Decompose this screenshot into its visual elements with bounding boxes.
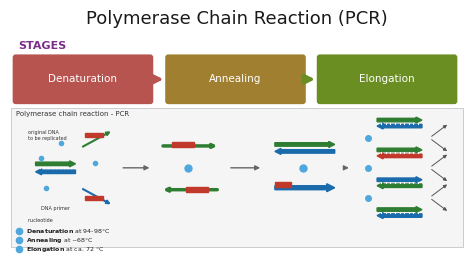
FancyArrow shape bbox=[377, 183, 422, 189]
FancyArrow shape bbox=[377, 117, 422, 123]
FancyArrow shape bbox=[275, 184, 335, 192]
FancyArrow shape bbox=[36, 169, 75, 175]
FancyArrow shape bbox=[377, 123, 422, 129]
Text: Elongation: Elongation bbox=[359, 74, 415, 84]
FancyArrow shape bbox=[275, 142, 335, 147]
FancyArrow shape bbox=[377, 177, 422, 183]
FancyArrow shape bbox=[36, 161, 75, 167]
Bar bbox=[172, 142, 194, 147]
Text: Polymerase Chain Reaction (PCR): Polymerase Chain Reaction (PCR) bbox=[86, 10, 388, 28]
Text: Polymerase chain reaction - PCR: Polymerase chain reaction - PCR bbox=[16, 111, 129, 117]
Text: DNA primer: DNA primer bbox=[41, 206, 70, 211]
Text: $\bf{Annealing}$ at ~68°C: $\bf{Annealing}$ at ~68°C bbox=[26, 236, 93, 245]
Text: original DNA
to be replicated: original DNA to be replicated bbox=[27, 130, 66, 141]
FancyArrow shape bbox=[377, 153, 422, 159]
Text: Denaturation: Denaturation bbox=[48, 74, 118, 84]
Bar bbox=[85, 196, 103, 200]
FancyBboxPatch shape bbox=[317, 55, 457, 104]
Bar bbox=[85, 133, 103, 137]
Bar bbox=[275, 182, 291, 187]
Text: Annealing: Annealing bbox=[210, 74, 262, 84]
FancyBboxPatch shape bbox=[13, 55, 153, 104]
FancyArrow shape bbox=[377, 147, 422, 153]
Text: STAGES: STAGES bbox=[18, 41, 67, 51]
Text: nucleotide: nucleotide bbox=[27, 218, 54, 223]
FancyArrow shape bbox=[377, 213, 422, 219]
FancyArrow shape bbox=[275, 148, 335, 154]
Text: $\bf{Elongation}$ at ca. 72 °C: $\bf{Elongation}$ at ca. 72 °C bbox=[26, 245, 104, 254]
Bar bbox=[186, 187, 208, 192]
FancyArrow shape bbox=[377, 207, 422, 213]
Text: $\bf{Denaturation}$ at 94-98°C: $\bf{Denaturation}$ at 94-98°C bbox=[26, 227, 110, 235]
FancyBboxPatch shape bbox=[165, 55, 306, 104]
FancyBboxPatch shape bbox=[11, 108, 463, 247]
